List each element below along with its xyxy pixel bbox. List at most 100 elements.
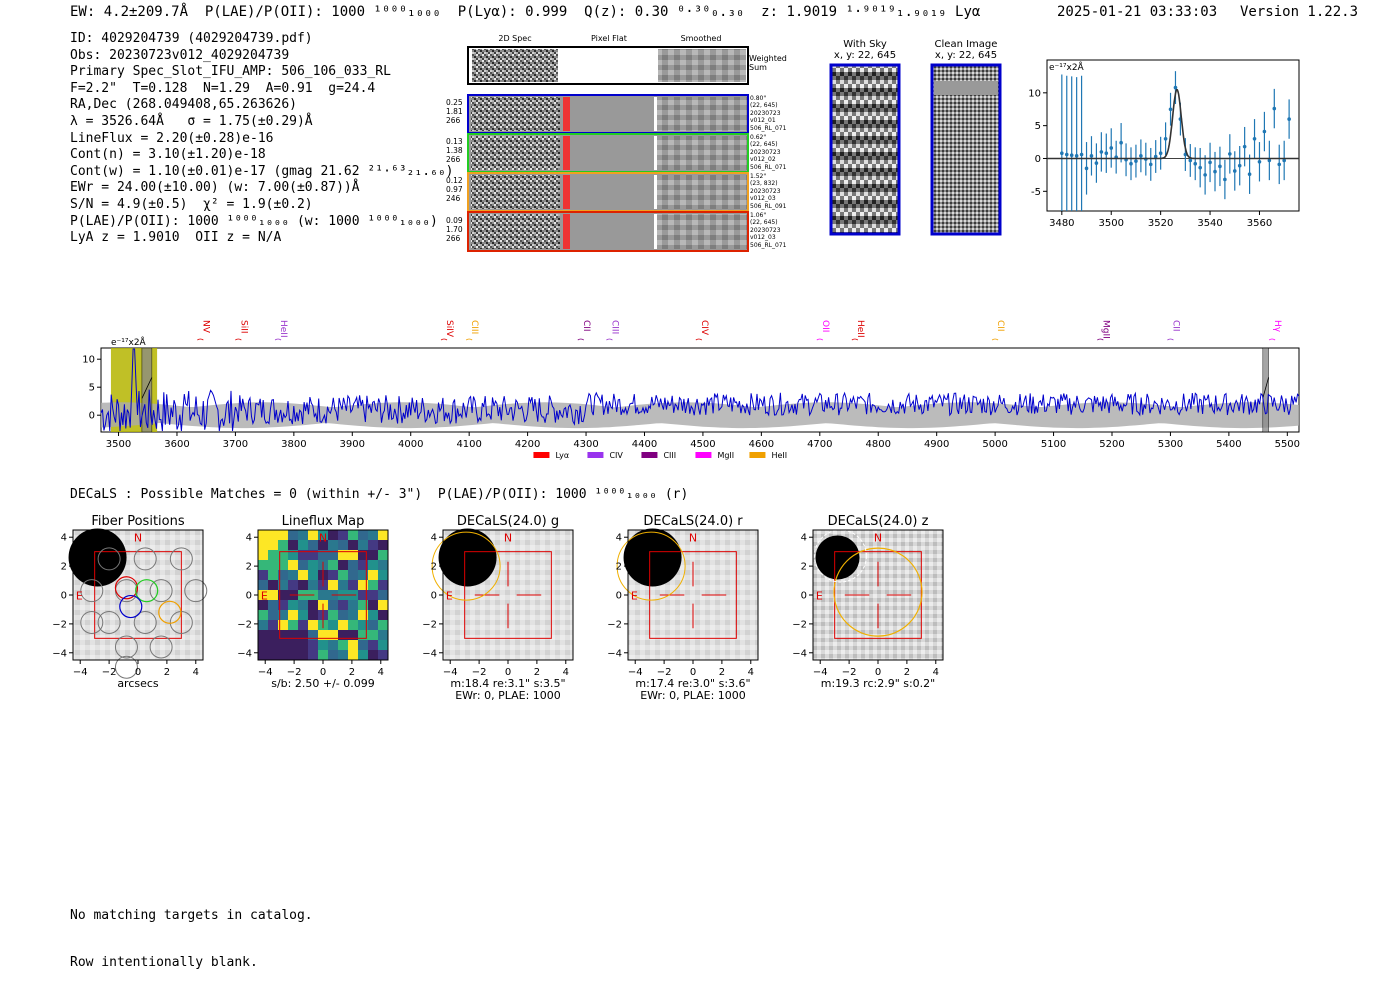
spec-error-band	[101, 402, 1299, 429]
zoom-data-point	[1272, 106, 1277, 111]
panel-ytick-label: 2	[801, 562, 807, 573]
zoom-plot-frame	[1046, 59, 1300, 212]
panel-xtick-label: 4	[378, 667, 384, 678]
lineflux-pixel	[358, 590, 369, 601]
lineflux-pixel	[258, 610, 269, 621]
panel-ytick-label: −4	[792, 648, 807, 659]
lineflux-pixel	[318, 550, 329, 561]
zoom-ytick-label: -5	[1031, 187, 1041, 198]
zoom-xtick-label: 3500	[1099, 218, 1124, 229]
lineflux-pixel	[288, 560, 299, 571]
lineflux-pixel	[298, 620, 309, 631]
panel-ytick-label: 2	[616, 562, 622, 573]
lineflux-pixel	[268, 540, 279, 551]
with-sky-image	[829, 63, 901, 236]
zoom-data-point	[1060, 151, 1064, 156]
lineflux-pixel	[358, 530, 369, 541]
zoom-data-point	[1074, 154, 1079, 158]
row3-right-2: (23, 832)	[750, 180, 778, 187]
footer-line-2: Row intentionally blank.	[70, 954, 258, 970]
lineflux-pixel	[358, 570, 369, 581]
lineflux-pixel	[258, 550, 269, 561]
panel-xtick-label: 4	[193, 667, 199, 678]
lineflux-pixel	[298, 600, 309, 611]
spec-line-marker: HeII	[278, 320, 288, 338]
zoom-data-point	[1084, 166, 1089, 171]
panel-caption: m:19.3 rc:2.9" s:0.2"	[821, 677, 936, 690]
lineflux-pixel	[358, 630, 369, 641]
zoom-ytick-label: 5	[1035, 121, 1041, 132]
aperture-box	[464, 551, 552, 639]
fiber-circle	[133, 610, 157, 634]
lineflux-pixel	[308, 640, 319, 651]
lineflux-pixel	[368, 570, 379, 581]
spec-unit-label: e⁻¹⁷x2Å	[111, 336, 147, 348]
panel-ytick-label: −2	[52, 619, 67, 630]
zoom-unit-label: e⁻¹⁷x2Å	[1049, 61, 1085, 73]
lineflux-pixel	[328, 580, 339, 591]
lineflux-pixel	[298, 630, 309, 641]
lineflux-pixel	[288, 610, 299, 621]
zoom-data-point	[1148, 162, 1153, 167]
lineflux-pixel	[268, 600, 279, 611]
spec-line-marker: CIII	[609, 320, 619, 334]
info-line: F=2.2" T=0.128 N=1.29 A=0.91 g=24.4	[70, 80, 376, 96]
lineflux-pixel	[308, 610, 319, 621]
panel-ytick-label: 2	[61, 562, 67, 573]
lineflux-pixel	[258, 530, 269, 541]
spec-line-marker: SiII	[238, 320, 248, 334]
lineflux-pixel	[318, 540, 329, 551]
panel-xtick-label: 0	[135, 667, 141, 678]
spec-xtick-label: 4900	[924, 439, 949, 450]
spec-xtick-label: 4700	[807, 439, 832, 450]
lineflux-pixel	[278, 570, 289, 581]
row4-left-3: 266	[446, 234, 461, 243]
lineflux-pixel	[348, 630, 359, 641]
zoom-data-point	[1129, 161, 1133, 166]
lineflux-pixel	[288, 600, 299, 611]
spec-xtick-label: 4300	[573, 439, 598, 450]
panel-ytick-label: 0	[61, 591, 67, 602]
lineflux-pixel	[298, 640, 309, 651]
lineflux-pixel	[298, 550, 309, 561]
lineflux-pixel	[308, 580, 319, 591]
spec-flux-line	[100, 348, 1300, 432]
lineflux-pixel	[328, 600, 339, 611]
fiber-circle	[97, 547, 121, 571]
lineflux-pixel	[368, 580, 379, 591]
lineflux-pixel	[358, 600, 369, 611]
row3-left-3: 246	[446, 194, 461, 203]
lineflux-pixel	[278, 530, 289, 541]
lineflux-pixel	[318, 630, 329, 641]
panel-ytick-label: 4	[801, 533, 807, 544]
lineflux-pixel	[368, 640, 379, 651]
lineflux-pixel	[358, 610, 369, 621]
spec-legend-swatch	[587, 452, 604, 458]
lineflux-pixel	[328, 630, 339, 641]
lineflux-pixel	[288, 570, 299, 581]
row2-right-4: v012_02	[750, 156, 776, 163]
spec-xtick-label: 4500	[690, 439, 715, 450]
panel-title: Fiber Positions	[91, 514, 184, 529]
col-label-pixelflat: Pixel Flat	[591, 34, 627, 43]
row1-left-1: 0.25	[446, 98, 463, 107]
compass-n: N	[874, 532, 882, 545]
lineflux-pixel	[358, 640, 369, 651]
cutout-row-1: 0.25 1.81 266 0.80" (22, 645) 20230723 v…	[446, 94, 787, 134]
panel-xtick-label: −4	[258, 667, 273, 678]
lineflux-pixel	[328, 560, 339, 571]
lineflux-pixel	[378, 570, 389, 581]
zoom-data-point	[1089, 154, 1094, 158]
panel-ytick-label: −2	[607, 619, 622, 630]
sky-panels: With Sky x, y: 22, 645 Clean Image x, y:…	[829, 39, 1002, 236]
panel-ytick-label: 2	[431, 562, 437, 573]
spec-line-tick	[577, 338, 585, 341]
panel-title: DECaLS(24.0) g	[457, 514, 559, 529]
panel-ytick-label: 0	[431, 591, 437, 602]
lineflux-pixel	[348, 640, 359, 651]
spec-legend-label: HeII	[771, 451, 787, 460]
spec-xtick-label: 3900	[340, 439, 365, 450]
lineflux-pixel	[258, 540, 269, 551]
lineflux-pixel	[328, 540, 339, 551]
row3-left-1: 0.12	[446, 176, 463, 185]
